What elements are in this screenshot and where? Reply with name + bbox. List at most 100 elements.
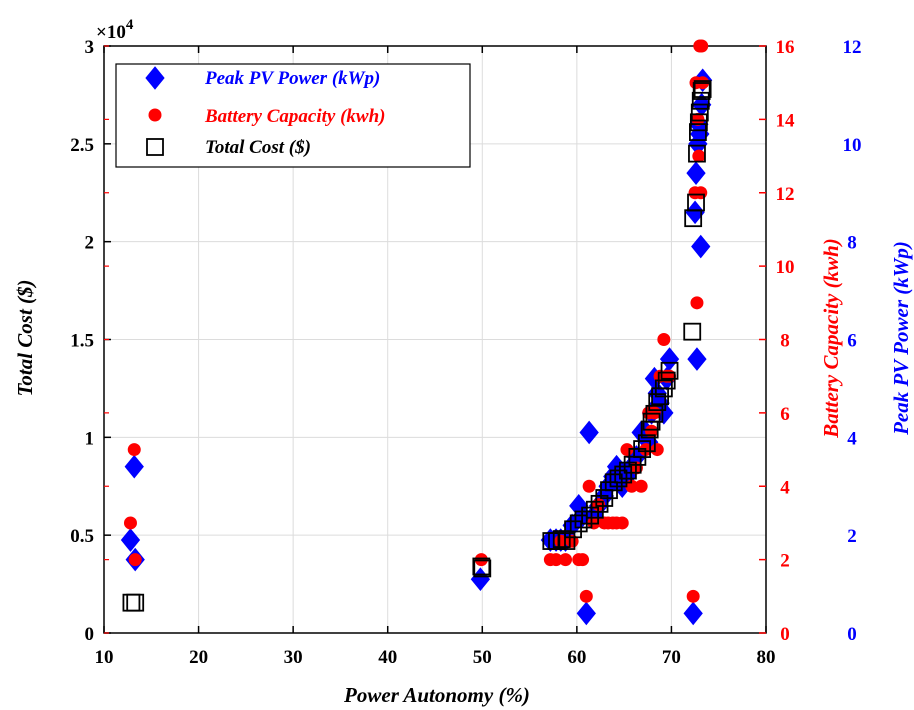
x-axis-title: Power Autonomy (%) bbox=[343, 683, 530, 707]
legend-symbols bbox=[145, 66, 165, 156]
x-tick-label: 70 bbox=[662, 647, 681, 668]
y-tick-label: 1.5 bbox=[70, 331, 94, 352]
x-tick-label: 20 bbox=[189, 647, 208, 668]
total-cost-point bbox=[633, 440, 652, 458]
legend-label-pv: Peak PV Power (kWp) bbox=[204, 68, 380, 89]
y-right-battery-tick-label: 8 bbox=[780, 331, 790, 352]
total-cost-point bbox=[619, 461, 637, 480]
pv-power-point bbox=[120, 528, 141, 552]
pv-power-point bbox=[576, 601, 596, 626]
y-right-battery-tick-label: 0 bbox=[780, 624, 790, 645]
total-cost-point bbox=[637, 434, 656, 453]
total-cost-point bbox=[657, 371, 676, 390]
y-right-battery-tick-label: 14 bbox=[776, 110, 796, 131]
x-tick-label: 80 bbox=[757, 647, 776, 668]
battery-capacity-point bbox=[650, 443, 664, 457]
battery-capacity-point bbox=[691, 112, 705, 126]
y-axis-title: Total Cost ($) bbox=[13, 279, 37, 396]
y-right-battery-tick-label: 4 bbox=[780, 477, 790, 498]
y-tick-label: 0.5 bbox=[70, 526, 94, 547]
battery-capacity-point bbox=[127, 443, 141, 457]
total-cost-point bbox=[564, 520, 582, 539]
legend-symbol-battery bbox=[148, 108, 162, 122]
battery-capacity-point bbox=[692, 149, 706, 163]
y-tick-label: 1 bbox=[85, 428, 95, 449]
pv-power-point bbox=[691, 234, 711, 259]
x-tick-label: 60 bbox=[567, 647, 586, 668]
total-cost-point bbox=[691, 91, 710, 110]
battery-capacity-point bbox=[128, 553, 142, 567]
total-cost-point bbox=[689, 113, 708, 132]
pv-power-point bbox=[686, 161, 706, 185]
pv-power-point bbox=[685, 200, 705, 225]
total-cost-point bbox=[690, 103, 709, 122]
total-cost-point bbox=[614, 465, 633, 484]
total-cost-point bbox=[590, 494, 609, 513]
y-right-battery-tick-label: 10 bbox=[776, 257, 795, 278]
battery-capacity-point bbox=[549, 553, 563, 567]
y-right-pv-tick-label: 12 bbox=[843, 37, 862, 58]
y-exponent-power: 4 bbox=[126, 17, 134, 33]
pv-power-point bbox=[579, 420, 599, 445]
total-cost-point bbox=[693, 80, 712, 98]
tick-marks bbox=[103, 45, 767, 634]
total-cost-point bbox=[683, 322, 702, 341]
battery-capacity-point bbox=[554, 534, 568, 548]
y-right-axis-title-pv: Peak PV Power (kWp) bbox=[889, 241, 913, 436]
y-right-battery-tick-label: 6 bbox=[780, 404, 790, 425]
battery-capacity-point bbox=[576, 553, 590, 567]
y-right-pv-tick-label: 6 bbox=[847, 331, 857, 352]
data-marks bbox=[120, 39, 713, 626]
pv-power-point bbox=[659, 347, 680, 371]
battery-capacity-point bbox=[634, 479, 648, 493]
y-tick-label: 2.5 bbox=[70, 135, 94, 156]
y-right-pv-tick-label: 0 bbox=[847, 624, 857, 645]
total-cost-point bbox=[692, 82, 711, 100]
y-right-battery-tick-label: 12 bbox=[776, 184, 795, 205]
total-cost-point bbox=[472, 557, 491, 576]
tick-labels: 10 20 30 40 50 60 70 8000.511.522.5302468101214… bbox=[70, 37, 861, 668]
y-right-pv-tick-label: 8 bbox=[847, 233, 857, 254]
legend-symbol-pv bbox=[145, 66, 165, 90]
total-cost-point bbox=[687, 193, 705, 212]
battery-capacity-point bbox=[615, 516, 629, 530]
total-cost-point bbox=[557, 532, 576, 550]
total-cost-point bbox=[548, 532, 566, 550]
total-cost-point bbox=[473, 559, 492, 578]
total-cost-point bbox=[122, 593, 141, 612]
total-cost-point bbox=[660, 361, 679, 380]
total-cost-point bbox=[645, 404, 664, 423]
y-tick-label: 0 bbox=[85, 624, 95, 645]
pv-power-point bbox=[687, 347, 707, 371]
total-cost-point bbox=[552, 530, 571, 548]
total-cost-point bbox=[689, 123, 707, 141]
x-tick-label: 50 bbox=[473, 647, 492, 668]
legend-box bbox=[115, 63, 471, 168]
y-right-pv-tick-label: 10 bbox=[843, 135, 862, 156]
battery-capacity-point bbox=[559, 553, 573, 567]
y-right-battery-tick-label: 2 bbox=[780, 551, 790, 572]
battery-capacity-point bbox=[690, 296, 704, 310]
pv-power-point bbox=[124, 454, 144, 479]
legend-label-cost: Total Cost ($) bbox=[205, 137, 311, 158]
total-cost-point bbox=[126, 593, 145, 612]
total-cost-point bbox=[574, 510, 593, 529]
y-right-pv-tick-label: 2 bbox=[847, 526, 857, 547]
total-cost-point bbox=[585, 500, 604, 519]
y-right-pv-tick-label: 4 bbox=[847, 428, 857, 449]
y-right-battery-tick-label: 16 bbox=[776, 37, 795, 58]
battery-capacity-point bbox=[695, 39, 709, 53]
x-tick-label: 30 bbox=[284, 647, 303, 668]
y-exponent-base: ×10 bbox=[96, 22, 126, 43]
total-cost-point bbox=[688, 144, 706, 163]
battery-capacity-point bbox=[579, 589, 593, 603]
y-right-axis-title-battery: Battery Capacity (kwh) bbox=[819, 238, 843, 438]
battery-capacity-point bbox=[123, 516, 137, 530]
x-tick-label: 10 bbox=[95, 647, 114, 668]
y-exponent-label: ×104 bbox=[96, 17, 134, 43]
battery-capacity-point bbox=[657, 333, 671, 346]
legend-label-battery: Battery Capacity (kwh) bbox=[204, 106, 385, 127]
total-cost-point bbox=[648, 393, 667, 412]
battery-capacity-point bbox=[582, 479, 596, 493]
